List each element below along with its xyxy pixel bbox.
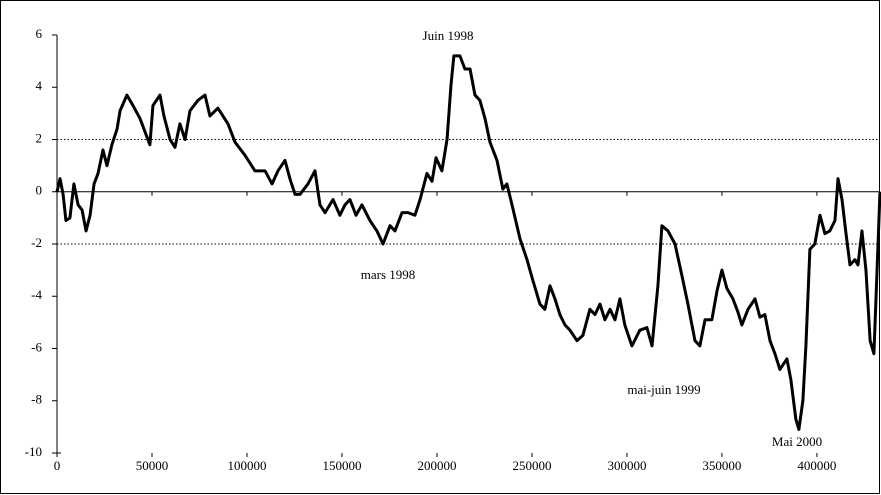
y-tick-label: -8 [31, 392, 42, 407]
y-tick-label: -6 [31, 339, 42, 354]
x-tick-label: 200000 [417, 458, 456, 473]
y-tick-label: 6 [36, 26, 43, 41]
y-tick-label: 4 [36, 78, 43, 93]
x-tick-label: 300000 [607, 458, 646, 473]
x-tick-label: 400000 [797, 458, 836, 473]
y-tick-label: 0 [36, 183, 43, 198]
data-line [55, 54, 881, 431]
y-tick-label: -2 [31, 235, 42, 250]
annotation: mars 1998 [361, 267, 416, 282]
annotation: Juin 1998 [423, 28, 474, 43]
x-tick-label: 350000 [702, 458, 741, 473]
x-tick-label: 250000 [512, 458, 551, 473]
x-tick-label: 50000 [136, 458, 169, 473]
y-tick-label: 2 [36, 130, 43, 145]
annotation: Mai 2000 [772, 434, 822, 449]
x-tick-label: 0 [54, 458, 61, 473]
x-tick-label: 150000 [322, 458, 361, 473]
x-tick-label: 100000 [227, 458, 266, 473]
y-tick-label: -4 [31, 287, 42, 302]
y-tick-label: -10 [25, 444, 42, 459]
annotation: mai-juin 1999 [627, 382, 700, 397]
